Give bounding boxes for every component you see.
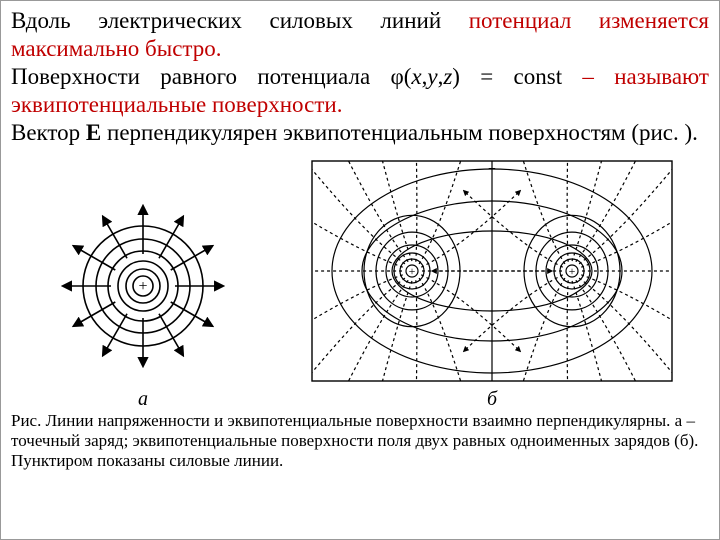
- text-run: Вектор: [11, 120, 86, 145]
- slide: Вдоль электрических силовых линий потенц…: [0, 0, 720, 540]
- svg-text:+: +: [488, 162, 496, 177]
- text-run: перпендикулярен эквипотенциальным поверх…: [101, 120, 698, 145]
- two-charges-diagram: + + +: [302, 156, 682, 386]
- var-x: x: [411, 64, 421, 89]
- figure-a-label: а: [138, 388, 148, 411]
- text-run: ) = const: [452, 64, 582, 89]
- vector-e: Е: [86, 120, 101, 145]
- figure-a: + а: [38, 186, 248, 411]
- text-run: Поверхности равного потенциала φ(: [11, 64, 411, 89]
- svg-text:+: +: [409, 264, 416, 278]
- figure-b: + + + б: [302, 156, 682, 411]
- figure-b-label: б: [487, 388, 497, 411]
- main-paragraph: Вдоль электрических силовых линий потенц…: [11, 7, 709, 147]
- svg-text:+: +: [138, 278, 147, 295]
- point-charge-diagram: +: [38, 186, 248, 386]
- figure-caption: Рис. Линии напряженности и эквипотенциал…: [11, 411, 709, 471]
- figures-row: + а + + + б: [11, 151, 709, 411]
- svg-text:+: +: [569, 264, 576, 278]
- var-z: z: [443, 64, 452, 89]
- text-run: Вдоль электрических силовых линий: [11, 8, 469, 33]
- var-y: y: [427, 64, 437, 89]
